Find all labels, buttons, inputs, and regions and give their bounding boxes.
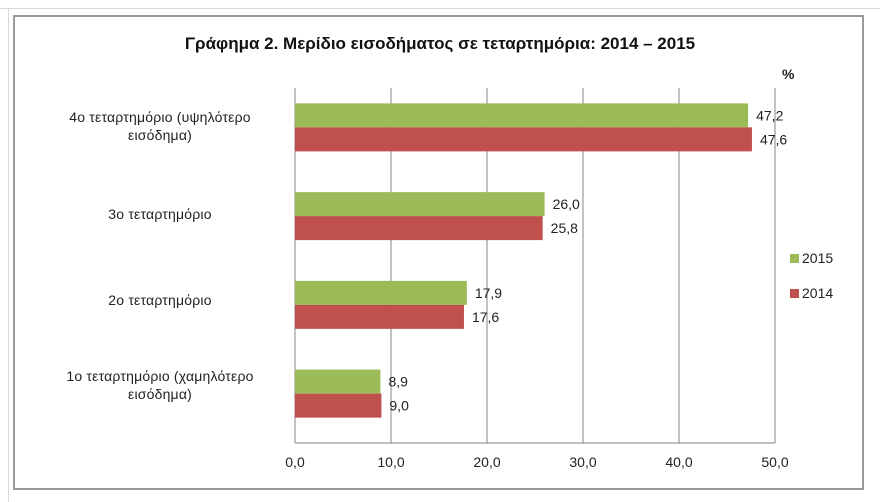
bar-2014 xyxy=(295,127,752,152)
bar-2015 xyxy=(295,103,749,128)
legend-swatch-2015 xyxy=(790,254,799,263)
data-label: 17,6 xyxy=(472,309,499,325)
x-tick-label: 0,0 xyxy=(285,454,305,470)
data-label: 8,9 xyxy=(388,374,408,390)
data-label: 17,9 xyxy=(475,285,502,301)
bar-2015 xyxy=(295,280,467,305)
category-label: 1ο τεταρτημόριο (χαμηλότερο εισόδημα) xyxy=(66,368,254,402)
category-label: 4ο τεταρτημόριο (υψηλότερο εισόδημα) xyxy=(69,109,251,143)
bar-2014 xyxy=(295,393,382,418)
x-tick-label: 10,0 xyxy=(377,454,404,470)
page-left-border xyxy=(8,8,9,502)
legend-swatch-2014 xyxy=(790,289,799,298)
legend-label-2015: 2015 xyxy=(802,250,834,266)
bar-2015 xyxy=(295,369,381,394)
x-tick-label: 40,0 xyxy=(665,454,692,470)
chart-frame xyxy=(13,15,864,490)
x-tick-label: 30,0 xyxy=(569,454,596,470)
data-label: 9,0 xyxy=(389,398,409,414)
bar-2015 xyxy=(295,192,545,217)
data-label: 47,2 xyxy=(756,107,783,123)
data-label: 25,8 xyxy=(551,220,578,236)
bar-2014 xyxy=(295,216,543,241)
x-tick-label: 50,0 xyxy=(761,454,788,470)
data-label: 47,6 xyxy=(760,131,787,147)
x-tick-label: 20,0 xyxy=(473,454,500,470)
unit-label: % xyxy=(782,66,795,82)
legend-label-2014: 2014 xyxy=(802,285,834,301)
chart-title: Γράφημα 2. Μερίδιο εισοδήματος σε τεταρτ… xyxy=(184,34,696,53)
bar-2014 xyxy=(295,304,464,329)
category-label: 3ο τεταρτημόριο xyxy=(108,206,212,222)
data-label: 26,0 xyxy=(553,196,580,212)
page-top-border xyxy=(0,8,880,9)
category-label: 2ο τεταρτημόριο xyxy=(108,292,212,308)
